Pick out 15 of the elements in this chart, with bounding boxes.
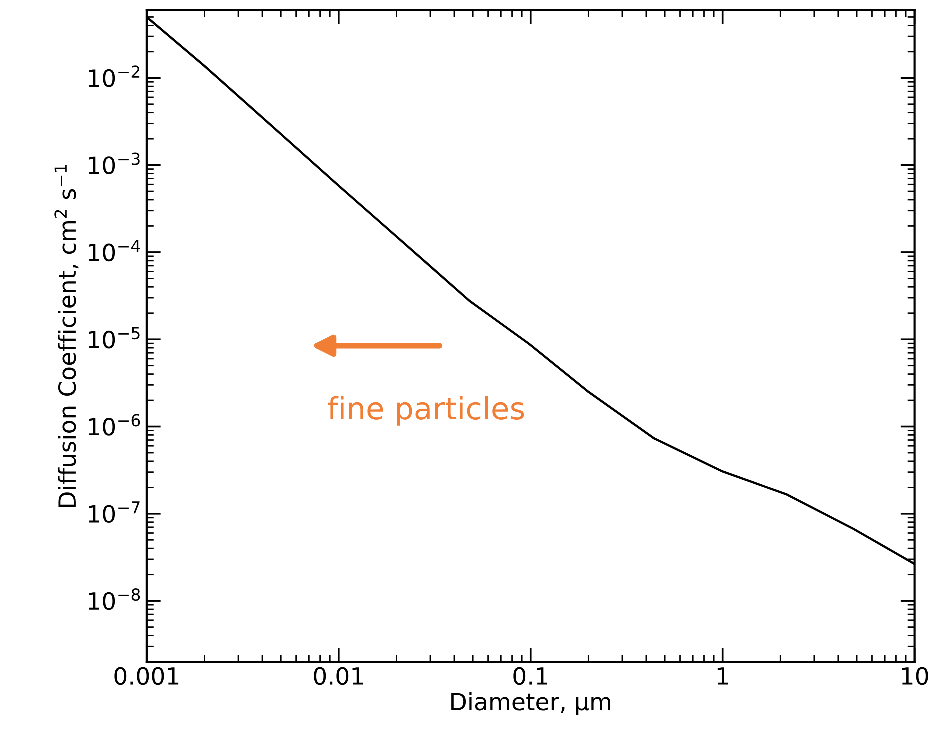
- y-tick-label: 10$^{−6}$: [89, 414, 140, 436]
- y-tick-label: 10$^{−3}$: [89, 152, 140, 174]
- x-axis-title: Diameter, μm: [452, 692, 611, 716]
- x-tick-label: 0.001: [114, 667, 179, 686]
- y-axis-title: Diffusion Coefficient, cm$^{2}$ s$^{−1}$: [54, 165, 79, 508]
- y-tick-label: 10$^{−7}$: [89, 502, 140, 524]
- annotation: fine particles: [328, 396, 524, 426]
- x-tick-label: 0.1: [514, 667, 548, 686]
- y-tick-label: 10$^{−2}$: [89, 66, 140, 88]
- x-tick-label: 10: [902, 667, 928, 686]
- y-tick-label: 10$^{−4}$: [89, 240, 140, 262]
- y-tick-label: 10$^{−5}$: [89, 327, 140, 349]
- x-tick-label: 0.01: [314, 667, 364, 686]
- x-tick-label: 1: [718, 668, 728, 685]
- y-tick-label: 10$^{−8}$: [89, 588, 140, 610]
